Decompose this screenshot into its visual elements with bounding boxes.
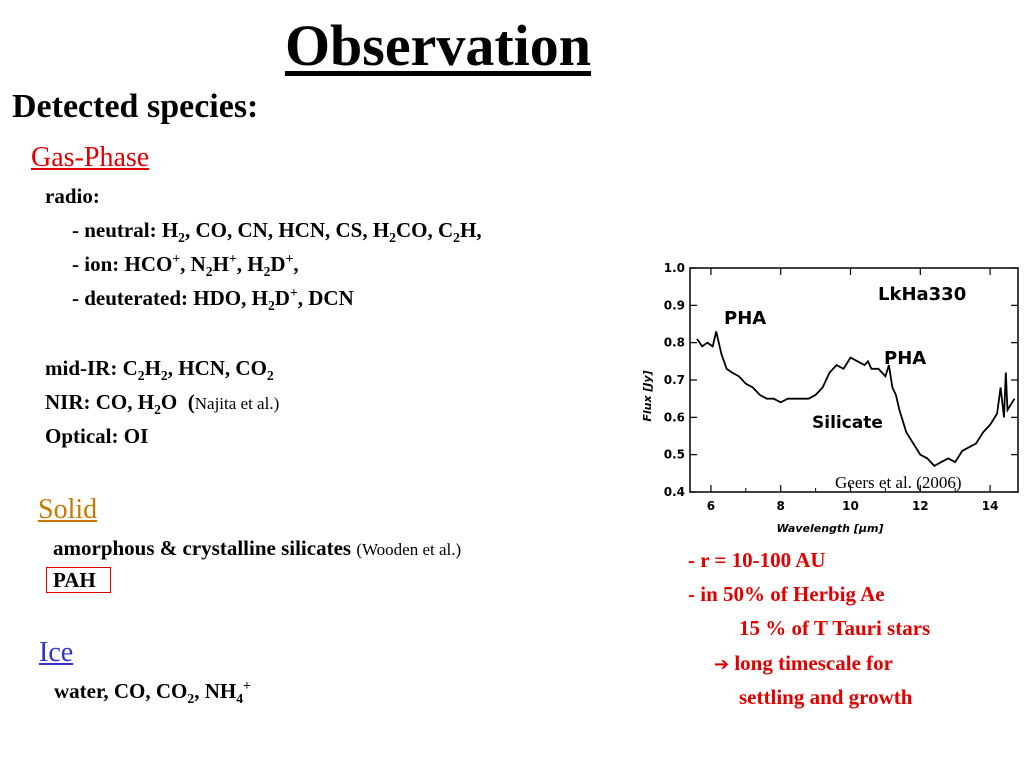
silicates-line: amorphous & crystalline silicates (Woode… [53,536,462,560]
optical-line: Optical: OI [45,424,149,448]
note-settling: settling and growth [739,685,913,709]
chart-credit: Geers et al. (2006) [835,473,962,492]
y-tick-label: 0.9 [664,298,685,312]
x-tick-label: 14 [982,499,999,513]
ice-species-line: water, CO, CO2, NH4+ [54,678,251,707]
x-ticks: 6 8 10 12 14 [707,268,999,513]
annotation-pha-1: PHA [724,308,766,329]
spectrum-series-line [696,331,1016,468]
note-radius: - r = 10-100 AU [688,548,826,572]
x-tick-label: 8 [777,499,785,513]
y-tick-label: 0.5 [664,448,685,462]
deuterated-species-line: - deuterated: HDO, H2D+, DCN [72,285,354,314]
chart-background [640,258,1024,540]
y-tick-label: 0.7 [664,373,685,387]
y-tick-label: 0.8 [664,336,685,350]
y-tick-label: 1.0 [664,261,685,275]
page-title: Observation [284,13,592,78]
solid-heading: Solid [38,494,98,525]
neutral-species-line: - neutral: H2, CO, CN, HCN, CS, H2CO, C2… [72,218,482,246]
annotation-silicate: Silicate [812,413,883,433]
radio-label: radio: [45,184,100,208]
annotation-lkha330: LkHa330 [878,284,966,305]
y-tick-label: 0.6 [664,410,685,424]
note-herbig: - in 50% of Herbig Ae [688,582,885,606]
note-ttauri: 15 % of T Tauri stars [739,616,931,640]
gas-phase-heading: Gas-Phase [31,142,150,173]
x-tick-label: 6 [707,499,715,513]
mid-ir-line: mid-IR: C2H2, HCN, CO2 [45,356,274,384]
note-timescale: ➔ long timescale for [714,651,893,675]
x-tick-label: 10 [842,499,859,513]
section-subtitle: Detected species: [12,88,259,125]
ion-species-line: - ion: HCO+, N2H+, H2D+, [72,251,299,280]
spectrum-chart: 6 8 10 12 14 1.0 0.9 0.8 0.7 0.6 0.5 0.4 Wavelengt… [640,258,1024,540]
nir-line: NIR: CO, H2O (Najita et al.) [45,390,280,418]
y-axis-title: Flux [Jy] [641,370,654,421]
arrow-right-icon: ➔ [714,654,730,675]
x-axis-title: Wavelength [μm] [777,522,884,535]
ice-heading: Ice [39,637,74,668]
y-tick-label: 0.4 [664,485,685,499]
x-tick-label: 12 [912,499,929,513]
pah-line: PAH [46,567,111,593]
y-ticks: 1.0 0.9 0.8 0.7 0.6 0.5 0.4 [664,261,1018,499]
pah-box: PAH [46,567,111,593]
annotation-pha-2: PHA [884,348,926,369]
